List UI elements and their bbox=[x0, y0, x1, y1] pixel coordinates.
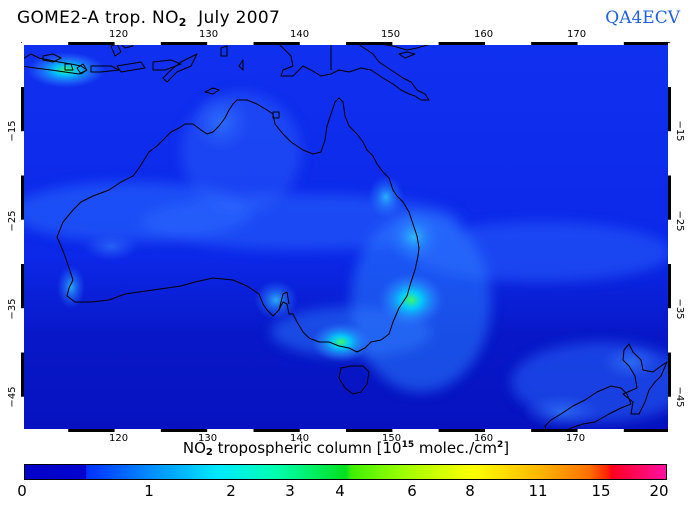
colorbar-gradient bbox=[25, 465, 666, 479]
coastlines bbox=[21, 42, 668, 432]
coastline-groote bbox=[272, 111, 280, 119]
colorbar-tick-label: 4 bbox=[335, 482, 345, 500]
coastline-java bbox=[21, 53, 88, 75]
coastline-melville bbox=[204, 87, 220, 95]
frame-tick-segments bbox=[21, 42, 671, 432]
coastline-nz-south bbox=[544, 385, 632, 432]
coastline-new-britain bbox=[378, 43, 432, 51]
y-tick-label: −35 bbox=[674, 298, 685, 320]
y-tick-label: −35 bbox=[7, 298, 18, 320]
colorbar-title-text: molec./cm bbox=[414, 439, 497, 457]
colorbar-tick-label: 0 bbox=[17, 482, 27, 500]
colorbar-title-text: tropospheric column [10 bbox=[212, 439, 402, 457]
colorbar-tick-label: 8 bbox=[465, 482, 475, 500]
colorbar-tick-label: 3 bbox=[285, 482, 295, 500]
x-tick-label: 130 bbox=[199, 29, 219, 40]
coastline-islands bbox=[42, 53, 198, 83]
colorbar-title-text: NO bbox=[182, 439, 206, 457]
patch bbox=[83, 233, 139, 261]
map-title: GOME2-A trop. NO2 July 2007 bbox=[17, 8, 280, 29]
y-tick-label: −25 bbox=[674, 210, 685, 232]
x-tick-label: 120 bbox=[109, 29, 129, 40]
colorbar-title-text: ] bbox=[503, 439, 510, 457]
patch bbox=[191, 92, 251, 152]
colorbar-title: NO2 tropospheric column [1015 molec./cm2… bbox=[0, 439, 692, 458]
coastline-tasmania bbox=[338, 365, 370, 395]
coastline-new-guinea bbox=[276, 42, 430, 101]
colorbar-title-sup: 2 bbox=[497, 440, 504, 450]
colorbar-tick-label: 2 bbox=[226, 482, 236, 500]
coastline-island bbox=[398, 51, 416, 59]
hotspot-sydney bbox=[377, 272, 445, 328]
title-text: GOME2-A trop. NO bbox=[17, 8, 179, 28]
x-tick-label: 160 bbox=[474, 29, 494, 40]
hotspot-brisbane-north bbox=[368, 175, 404, 219]
no2-map bbox=[21, 42, 671, 432]
coastline-gulf bbox=[278, 291, 290, 311]
coastline-small-islands bbox=[110, 42, 244, 71]
x-tick-label: 140 bbox=[290, 433, 310, 444]
x-tick-label: 150 bbox=[382, 433, 402, 444]
colorbar-tick-label: 20 bbox=[649, 482, 669, 500]
x-tick-label: 120 bbox=[109, 433, 129, 444]
brand-logo: QA4ECV bbox=[605, 8, 680, 28]
title-subscript: 2 bbox=[178, 16, 187, 29]
map-canvas bbox=[21, 42, 671, 432]
patch bbox=[521, 394, 601, 430]
y-tick-label: −25 bbox=[7, 210, 18, 232]
colorbar-title-sub: 2 bbox=[205, 447, 213, 458]
colorbar-title-sup: 15 bbox=[401, 440, 415, 450]
y-tick-label: −15 bbox=[674, 120, 685, 142]
x-tick-label: 160 bbox=[474, 433, 494, 444]
x-tick-label: 130 bbox=[198, 433, 218, 444]
hotspot-brisbane bbox=[386, 209, 442, 265]
colorbar-tick-label: 6 bbox=[407, 482, 417, 500]
colorbar-tick-label: 15 bbox=[591, 482, 611, 500]
y-tick-label: −15 bbox=[7, 120, 18, 142]
x-tick-label: 150 bbox=[381, 29, 401, 40]
patch bbox=[601, 344, 661, 380]
x-tick-label: 170 bbox=[567, 29, 587, 40]
y-tick-label: −45 bbox=[674, 386, 685, 408]
coastline-australia bbox=[56, 97, 420, 353]
coastline-nz-north bbox=[622, 343, 668, 415]
colorbar-tick-label: 1 bbox=[144, 482, 154, 500]
y-tick-label: −45 bbox=[7, 386, 18, 408]
colorbar bbox=[24, 464, 667, 480]
x-tick-label: 170 bbox=[566, 433, 586, 444]
title-date: July 2007 bbox=[198, 8, 281, 28]
hotspot-perth bbox=[57, 265, 85, 309]
hotspot-adelaide bbox=[254, 280, 298, 320]
colorbar-tick-label: 11 bbox=[528, 482, 548, 500]
x-tick-label: 140 bbox=[290, 29, 310, 40]
